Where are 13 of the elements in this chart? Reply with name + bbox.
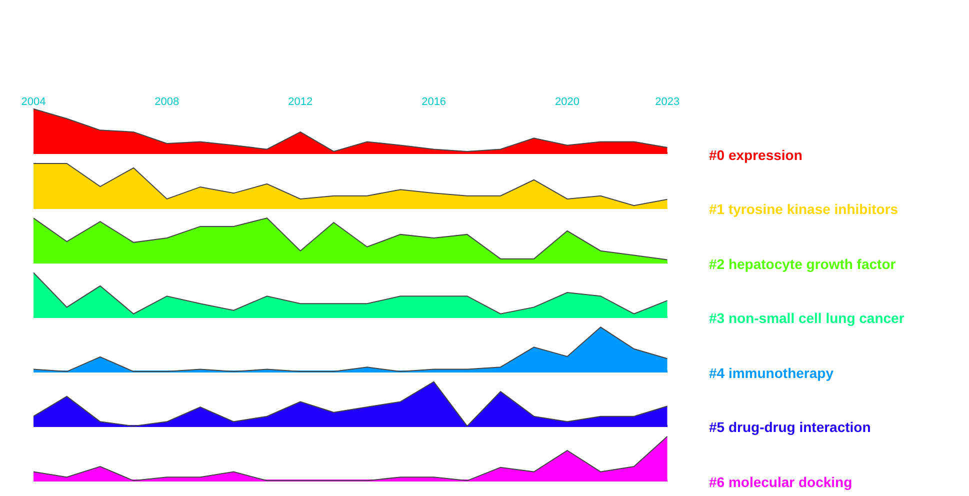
text: #1 tyrosine kinase inhibitors (709, 201, 898, 217)
x-tick-label: 2016 (422, 96, 446, 108)
text: #6 molecular docking (709, 474, 852, 490)
text: #0 expression (709, 147, 802, 163)
text: #4 immunotherapy (709, 365, 834, 381)
x-tick-label: 2023 (655, 96, 680, 108)
x-tick-label: 2008 (154, 96, 180, 108)
x-tick-label: 2004 (21, 96, 46, 108)
x-tick-label: 2020 (555, 96, 580, 108)
text: #5 drug-drug interaction (709, 419, 871, 435)
text: #3 non-small cell lung cancer (709, 310, 905, 326)
text: #2 hepatocyte growth factor (709, 256, 896, 272)
x-tick-label: 2012 (288, 96, 313, 108)
